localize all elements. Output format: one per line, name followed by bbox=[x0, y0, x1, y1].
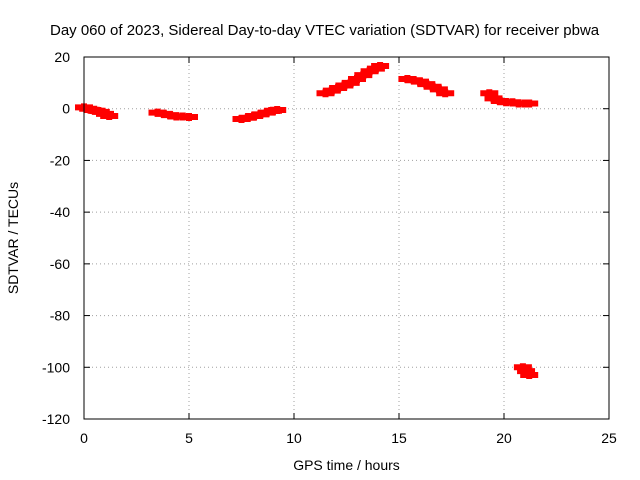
data-point bbox=[520, 371, 539, 380]
y-tick-label: -80 bbox=[50, 308, 70, 324]
chart-title: Day 060 of 2023, Sidereal Day-to-day VTE… bbox=[50, 22, 600, 39]
x-tick-label: 5 bbox=[185, 430, 193, 446]
y-tick-label: -20 bbox=[50, 152, 70, 168]
y-axis-label: SDTVAR / TECUs bbox=[5, 182, 21, 294]
data-point bbox=[100, 111, 119, 120]
data-point bbox=[436, 89, 455, 98]
y-tick-label: 20 bbox=[54, 49, 70, 65]
x-tick-label: 0 bbox=[80, 430, 88, 446]
y-tick-label: -60 bbox=[50, 256, 70, 272]
data-point bbox=[180, 112, 198, 121]
tick-labels: 0 5 10 15 20 25 -120 -100 -80 -60 -40 -20 0 20 bbox=[42, 49, 617, 446]
x-axis-label: GPS time / hours bbox=[293, 457, 400, 473]
data-point bbox=[520, 99, 539, 108]
y-tick-label: 0 bbox=[62, 101, 70, 117]
x-tick-label: 25 bbox=[601, 430, 617, 446]
data-points bbox=[75, 62, 539, 380]
data-point bbox=[268, 106, 287, 115]
x-tick-label: 15 bbox=[391, 430, 407, 446]
x-tick-label: 20 bbox=[496, 430, 512, 446]
y-tick-label: -120 bbox=[42, 411, 70, 427]
y-tick-label: -100 bbox=[42, 359, 70, 375]
plot-frame bbox=[83, 56, 610, 420]
x-tick-label: 10 bbox=[286, 430, 302, 446]
y-tick-label: -40 bbox=[50, 204, 70, 220]
data-point bbox=[371, 62, 390, 71]
